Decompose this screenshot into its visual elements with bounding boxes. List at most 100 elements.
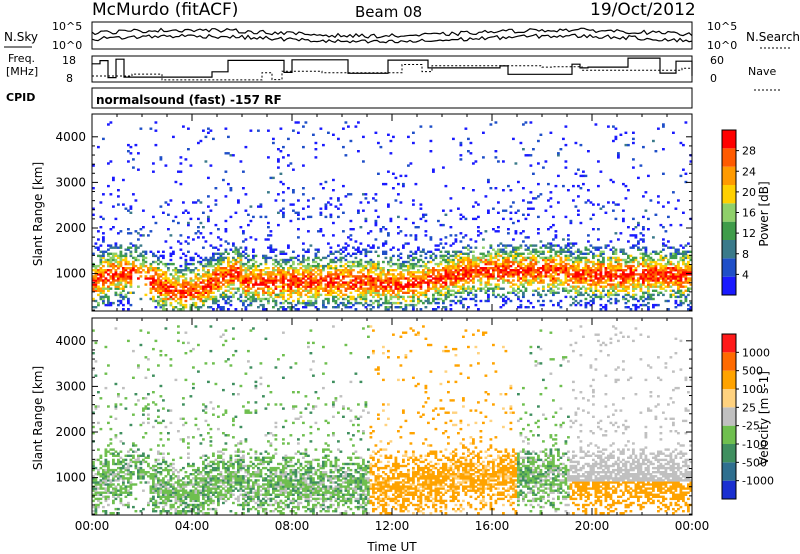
data-cell [454, 291, 458, 294]
data-cell [232, 273, 235, 276]
data-cell [247, 293, 250, 297]
data-cell [184, 277, 188, 280]
data-cell [374, 299, 378, 303]
data-cell [107, 462, 110, 466]
data-cell [94, 493, 98, 496]
data-cell [559, 299, 563, 303]
data-cell [489, 277, 493, 280]
data-cell [674, 264, 678, 268]
data-cell [364, 264, 368, 268]
data-cell [107, 295, 110, 299]
data-cell [349, 281, 353, 284]
data-cell [449, 234, 453, 237]
data-cell [612, 250, 615, 253]
data-cell [567, 262, 570, 266]
data-cell [397, 182, 400, 186]
data-cell [189, 164, 193, 167]
data-cell [594, 293, 598, 297]
data-cell [609, 248, 613, 251]
data-cell [417, 297, 420, 301]
data-cell [664, 230, 668, 233]
data-cell [249, 267, 253, 270]
data-cell [459, 217, 463, 221]
data-cell [387, 234, 390, 237]
data-cell [537, 271, 540, 274]
data-cell [349, 254, 353, 258]
data-cell [157, 256, 160, 260]
data-cell [359, 281, 363, 284]
data-cell [219, 252, 223, 255]
data-cell [289, 289, 293, 292]
data-cell [319, 283, 323, 286]
data-cell [607, 201, 610, 204]
data-cell [274, 293, 278, 297]
data-cell [169, 289, 173, 292]
data-cell [259, 277, 263, 280]
data-cell [484, 299, 488, 303]
data-cell [554, 234, 558, 237]
data-cell [102, 271, 105, 274]
data-cell [494, 267, 498, 270]
data-cell [99, 201, 103, 204]
data-cell [532, 248, 535, 251]
data-cell [609, 277, 613, 280]
data-cell [369, 279, 373, 282]
data-cell [469, 141, 473, 145]
data-cell [369, 246, 373, 249]
data-cell [194, 301, 198, 305]
data-cell [332, 295, 335, 299]
data-cell [634, 244, 638, 247]
data-cell [422, 264, 425, 268]
data-cell [337, 297, 340, 301]
data-cell [474, 160, 478, 163]
data-cell [114, 462, 118, 466]
data-cell [642, 303, 645, 307]
data-cell [97, 503, 100, 507]
data-cell [509, 285, 513, 288]
data-cell [312, 277, 315, 280]
data-cell [114, 258, 118, 262]
data-cell [359, 252, 363, 255]
data-cell [507, 262, 510, 266]
data-cell [679, 223, 683, 227]
data-cell [412, 293, 415, 297]
data-cell [104, 448, 108, 451]
noise-tick-right-bottom: 10^0 [707, 39, 737, 52]
data-cell [317, 281, 320, 284]
data-cell [314, 252, 318, 255]
data-cell [192, 295, 195, 299]
data-cell [297, 131, 300, 134]
data-cell [384, 301, 388, 305]
data-cell [642, 254, 645, 258]
data-cell [107, 487, 110, 490]
data-cell [94, 510, 98, 513]
data-cell [617, 262, 620, 266]
data-cell [119, 499, 123, 503]
data-cell [422, 291, 425, 294]
data-cell [317, 262, 320, 266]
data-cell [672, 246, 675, 249]
data-cell [547, 258, 550, 262]
data-cell [634, 226, 638, 229]
data-cell [102, 273, 105, 276]
data-cell [102, 236, 105, 239]
data-cell [177, 275, 180, 278]
data-cell [104, 458, 108, 462]
data-cell [629, 308, 633, 311]
data-cell [402, 308, 405, 311]
data-cell [487, 295, 490, 299]
data-cell [112, 452, 115, 455]
data-cell [407, 269, 410, 272]
data-cell [419, 291, 423, 294]
data-cell [379, 273, 383, 276]
data-cell [197, 308, 200, 311]
data-cell [274, 264, 278, 268]
data-cell [387, 260, 390, 264]
data-cell [412, 299, 415, 303]
data-cell [302, 193, 305, 196]
data-cell [532, 289, 535, 292]
data-cell [434, 275, 438, 278]
data-cell [497, 230, 500, 233]
power-scatter [92, 121, 693, 311]
data-cell [194, 291, 198, 294]
